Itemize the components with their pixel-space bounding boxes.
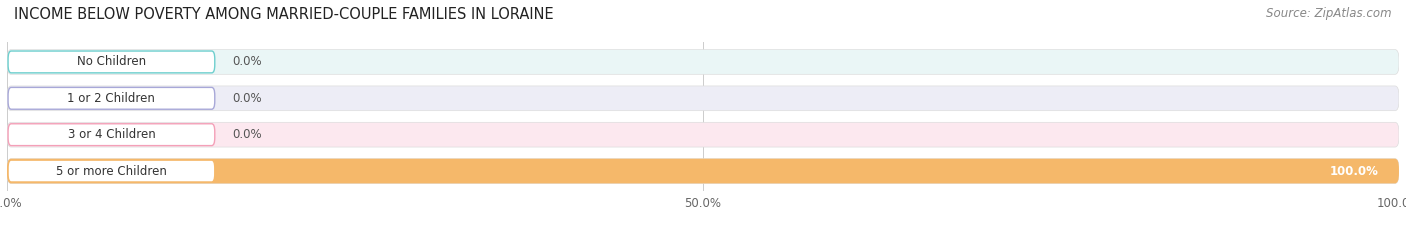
Text: 1 or 2 Children: 1 or 2 Children <box>67 92 155 105</box>
Text: No Children: No Children <box>77 55 146 69</box>
Text: 3 or 4 Children: 3 or 4 Children <box>67 128 155 141</box>
Text: 0.0%: 0.0% <box>232 128 262 141</box>
FancyBboxPatch shape <box>8 87 215 109</box>
FancyBboxPatch shape <box>7 159 1399 183</box>
FancyBboxPatch shape <box>7 122 1399 147</box>
Text: Source: ZipAtlas.com: Source: ZipAtlas.com <box>1267 7 1392 20</box>
FancyBboxPatch shape <box>7 159 1399 183</box>
Text: INCOME BELOW POVERTY AMONG MARRIED-COUPLE FAMILIES IN LORAINE: INCOME BELOW POVERTY AMONG MARRIED-COUPL… <box>14 7 554 22</box>
FancyBboxPatch shape <box>7 50 1399 74</box>
FancyBboxPatch shape <box>8 124 215 146</box>
Text: 5 or more Children: 5 or more Children <box>56 164 167 178</box>
FancyBboxPatch shape <box>8 51 215 73</box>
Text: 0.0%: 0.0% <box>232 55 262 69</box>
FancyBboxPatch shape <box>8 160 215 182</box>
FancyBboxPatch shape <box>7 86 1399 111</box>
Text: 0.0%: 0.0% <box>232 92 262 105</box>
Text: 100.0%: 100.0% <box>1329 164 1378 178</box>
